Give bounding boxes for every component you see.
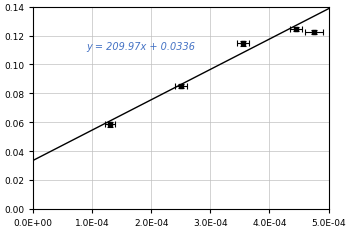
Text: y = 209.97x + 0.0336: y = 209.97x + 0.0336 (86, 42, 195, 52)
